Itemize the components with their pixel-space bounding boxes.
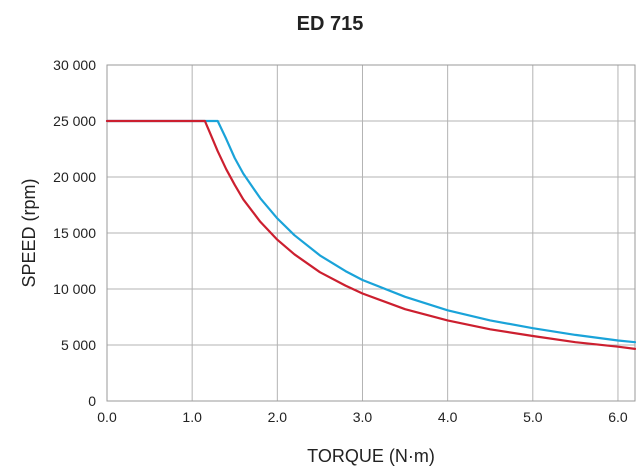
y-tick-label: 5 000 [61,337,96,353]
x-tick-label: 0.0 [97,409,117,425]
series-lines [105,119,636,350]
y-tick-label: 0 [88,393,96,409]
x-tick-label: 1.0 [182,409,202,425]
y-axis-ticks: 0 5 000 10 000 15 000 20 000 25 000 30 000 [53,57,96,409]
y-tick-label: 25 000 [53,113,96,129]
x-tick-label: 2.0 [268,409,288,425]
x-tick-label: 3.0 [353,409,373,425]
x-axis-ticks: 0.0 1.0 2.0 3.0 4.0 5.0 6.0 [97,409,628,425]
y-tick-label: 10 000 [53,281,96,297]
y-tick-label: 15 000 [53,225,96,241]
series-line-1 [105,119,636,350]
x-tick-label: 5.0 [523,409,543,425]
x-axis-label: TORQUE (N·m) [307,446,435,466]
chart-title: ED 715 [297,13,364,35]
y-tick-label: 30 000 [53,57,96,73]
x-tick-label: 6.0 [608,409,628,425]
grid [106,64,635,402]
series-line-0 [105,119,636,344]
y-tick-label: 20 000 [53,169,96,185]
y-axis-label: SPEED (rpm) [19,178,39,287]
plot-frame [106,64,636,402]
x-tick-label: 4.0 [438,409,458,425]
